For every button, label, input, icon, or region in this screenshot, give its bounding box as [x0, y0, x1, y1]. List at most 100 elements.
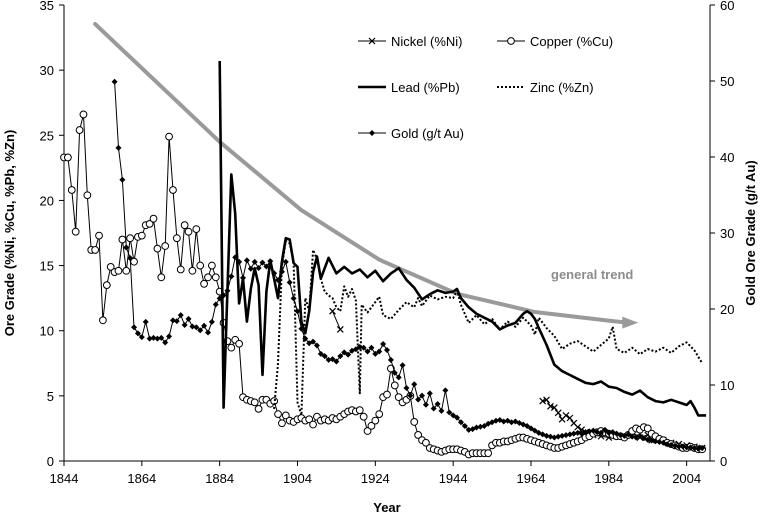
series-layer: [60, 60, 707, 459]
gold-point: [134, 330, 141, 337]
gold-point: [240, 274, 247, 281]
gold-point: [407, 392, 414, 399]
gold-point: [524, 423, 531, 430]
x-axis-label: Year: [373, 500, 400, 515]
copper-point: [67, 186, 76, 194]
x-tick-label: 1924: [361, 471, 390, 486]
gold-point: [492, 417, 499, 424]
gold-point: [617, 432, 624, 439]
x-tick-label: 1964: [517, 471, 546, 486]
gold-point: [185, 315, 192, 322]
gold-point: [481, 423, 488, 430]
y-axis-right-ticks: 0 10 20 30 40 50 60: [710, 0, 734, 469]
gold-point: [197, 327, 204, 334]
nickel-point: [329, 307, 336, 315]
gold-point: [547, 433, 554, 440]
y-right-tick-label: 60: [720, 0, 734, 13]
copper-point: [211, 273, 220, 282]
copper-point: [484, 449, 493, 458]
gold-point: [586, 428, 593, 435]
copper-point: [274, 410, 282, 418]
x-tick-label: 1984: [594, 471, 623, 486]
gold-point: [695, 445, 702, 452]
gold-point: [138, 334, 145, 341]
gold-point: [543, 432, 550, 439]
y-right-tick-label: 50: [720, 74, 734, 89]
y-right-tick-label: 0: [720, 454, 727, 469]
gold-point: [644, 436, 651, 443]
gold-point: [325, 356, 332, 363]
copper-point: [375, 410, 384, 418]
y-right-tick-label: 20: [720, 302, 734, 317]
copper-point: [180, 221, 189, 230]
copper-point: [355, 406, 364, 415]
gold-point: [450, 412, 457, 419]
gold-point: [380, 340, 387, 347]
gold-point: [216, 295, 223, 302]
trend-label: general trend: [551, 267, 633, 282]
gold-point: [302, 335, 309, 342]
gold-point: [360, 344, 367, 351]
gold-point: [150, 334, 157, 341]
gold-point: [131, 324, 138, 331]
gold-point: [430, 405, 437, 412]
gold-point: [142, 318, 149, 325]
gold-point: [275, 277, 282, 284]
nickel-point: [566, 414, 574, 422]
gold-point: [368, 344, 375, 351]
nickel-point: [574, 423, 582, 431]
gold-point: [282, 258, 289, 265]
copper-point: [99, 316, 107, 325]
gold-point: [119, 176, 126, 183]
nickel-point: [550, 404, 558, 412]
gold-point: [675, 443, 682, 450]
x-tick-label: 2004: [672, 471, 701, 486]
gold-point: [527, 425, 534, 432]
gold-point: [158, 334, 165, 341]
gold-point: [683, 444, 690, 451]
copper-point: [414, 431, 423, 439]
gold-point: [648, 437, 655, 444]
gold-point: [636, 432, 643, 439]
gold-point: [601, 426, 608, 433]
gold-point: [310, 338, 317, 345]
gold-point: [566, 431, 573, 438]
gold-point: [415, 396, 422, 403]
general-trend: [93, 22, 639, 329]
gold-point: [570, 430, 577, 437]
gold-point: [391, 369, 398, 376]
gold-point: [457, 419, 464, 426]
gold-point: [419, 392, 426, 399]
copper-point: [363, 427, 372, 435]
gold-point: [671, 442, 678, 449]
gold-point: [555, 433, 562, 440]
gold-point: [652, 438, 659, 445]
copper-point: [79, 110, 88, 119]
gold-point: [426, 390, 433, 397]
gold-point: [605, 429, 612, 436]
gold-point: [115, 144, 122, 151]
gold-point: [438, 407, 445, 414]
gold-point: [594, 429, 601, 436]
gold-point: [668, 442, 675, 449]
x-tick-label: 1864: [127, 471, 156, 486]
y-left-tick-label: 25: [40, 128, 54, 143]
copper-point: [71, 227, 80, 236]
nickel-line: [332, 311, 341, 330]
copper-point: [176, 265, 185, 274]
copper-point: [102, 281, 111, 290]
y-left-tick-label: 10: [40, 324, 54, 339]
gold-point: [290, 295, 297, 302]
copper-point: [149, 214, 158, 223]
copper-point: [122, 266, 131, 275]
legend-copper-marker: [507, 37, 515, 45]
copper-point: [169, 186, 177, 194]
trend-arrowhead: [622, 316, 639, 329]
y-left-tick-label: 5: [47, 389, 54, 404]
nickel-point: [562, 411, 570, 419]
nickel-point: [543, 396, 550, 404]
y-right-tick-label: 10: [720, 378, 734, 393]
gold-point: [625, 431, 632, 438]
x-tick-label: 1884: [205, 471, 234, 486]
gold-point: [263, 263, 270, 270]
